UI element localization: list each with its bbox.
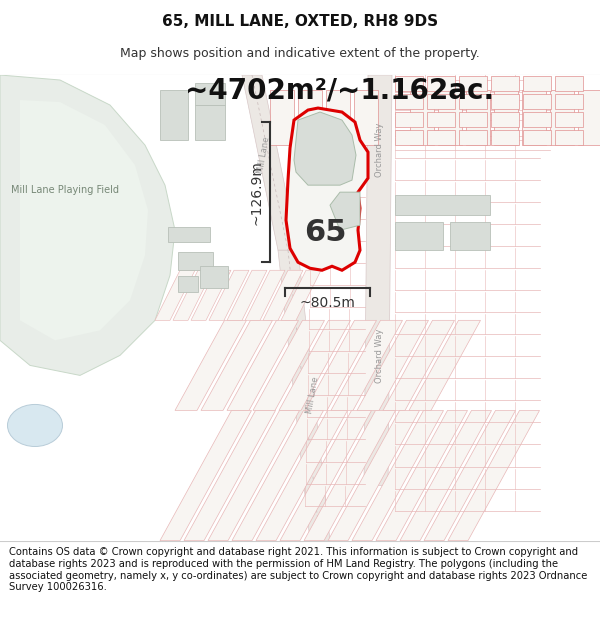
Polygon shape bbox=[173, 270, 213, 321]
Text: Mill Lane: Mill Lane bbox=[256, 136, 272, 174]
Polygon shape bbox=[364, 75, 392, 486]
Polygon shape bbox=[522, 90, 546, 145]
Polygon shape bbox=[357, 321, 428, 411]
Text: Contains OS data © Crown copyright and database right 2021. This information is : Contains OS data © Crown copyright and d… bbox=[9, 548, 587, 592]
Polygon shape bbox=[160, 90, 188, 140]
Polygon shape bbox=[160, 411, 251, 541]
Polygon shape bbox=[578, 90, 600, 145]
Polygon shape bbox=[208, 411, 299, 541]
Polygon shape bbox=[0, 75, 175, 376]
Polygon shape bbox=[281, 270, 321, 321]
Polygon shape bbox=[263, 270, 303, 321]
Polygon shape bbox=[491, 94, 519, 109]
Polygon shape bbox=[466, 90, 490, 145]
Polygon shape bbox=[280, 411, 371, 541]
Polygon shape bbox=[424, 411, 515, 541]
Polygon shape bbox=[245, 270, 285, 321]
Polygon shape bbox=[395, 94, 423, 109]
Polygon shape bbox=[304, 411, 395, 541]
Polygon shape bbox=[395, 222, 443, 250]
Polygon shape bbox=[227, 270, 267, 321]
Polygon shape bbox=[427, 76, 455, 91]
Polygon shape bbox=[168, 228, 210, 242]
Polygon shape bbox=[294, 112, 356, 185]
Polygon shape bbox=[20, 100, 148, 341]
Polygon shape bbox=[155, 270, 195, 321]
Polygon shape bbox=[491, 112, 519, 127]
Polygon shape bbox=[523, 112, 551, 127]
Text: Orchard Way: Orchard Way bbox=[376, 328, 385, 382]
Polygon shape bbox=[184, 411, 275, 541]
Polygon shape bbox=[450, 222, 490, 250]
Polygon shape bbox=[242, 75, 298, 250]
Polygon shape bbox=[395, 76, 423, 91]
Polygon shape bbox=[279, 321, 350, 411]
Polygon shape bbox=[328, 411, 419, 541]
Polygon shape bbox=[409, 321, 481, 411]
Polygon shape bbox=[395, 112, 423, 127]
Ellipse shape bbox=[7, 404, 62, 446]
Polygon shape bbox=[459, 94, 487, 109]
Polygon shape bbox=[383, 321, 455, 411]
Polygon shape bbox=[491, 76, 519, 91]
Polygon shape bbox=[326, 90, 350, 145]
Text: Mill Lane Playing Field: Mill Lane Playing Field bbox=[11, 185, 119, 195]
Polygon shape bbox=[555, 112, 583, 127]
Polygon shape bbox=[555, 130, 583, 145]
Polygon shape bbox=[410, 90, 434, 145]
Text: 65, MILL LANE, OXTED, RH8 9DS: 65, MILL LANE, OXTED, RH8 9DS bbox=[162, 14, 438, 29]
Text: 65: 65 bbox=[304, 217, 346, 247]
Polygon shape bbox=[427, 112, 455, 127]
Text: ~126.9m: ~126.9m bbox=[249, 160, 263, 224]
Text: Mill Lane: Mill Lane bbox=[305, 376, 320, 414]
Polygon shape bbox=[178, 276, 198, 292]
Polygon shape bbox=[459, 76, 487, 91]
Polygon shape bbox=[195, 83, 225, 105]
Polygon shape bbox=[523, 130, 551, 145]
Text: ~80.5m: ~80.5m bbox=[299, 296, 355, 310]
Polygon shape bbox=[395, 195, 490, 215]
Polygon shape bbox=[400, 411, 491, 541]
Polygon shape bbox=[270, 90, 294, 145]
Polygon shape bbox=[227, 321, 299, 411]
Polygon shape bbox=[175, 321, 247, 411]
Polygon shape bbox=[555, 76, 583, 91]
Polygon shape bbox=[298, 90, 322, 145]
Polygon shape bbox=[195, 105, 225, 140]
Polygon shape bbox=[330, 192, 360, 230]
Text: ~4702m²/~1.162ac.: ~4702m²/~1.162ac. bbox=[185, 76, 494, 104]
Polygon shape bbox=[278, 250, 330, 541]
Polygon shape bbox=[438, 90, 462, 145]
Polygon shape bbox=[523, 94, 551, 109]
Polygon shape bbox=[395, 130, 423, 145]
Polygon shape bbox=[354, 90, 378, 145]
Text: Map shows position and indicative extent of the property.: Map shows position and indicative extent… bbox=[120, 48, 480, 61]
Polygon shape bbox=[331, 321, 403, 411]
Polygon shape bbox=[494, 90, 518, 145]
Polygon shape bbox=[201, 321, 272, 411]
Polygon shape bbox=[555, 94, 583, 109]
Text: Orchard Way: Orchard Way bbox=[376, 123, 385, 177]
Polygon shape bbox=[253, 321, 325, 411]
Polygon shape bbox=[232, 411, 323, 541]
Polygon shape bbox=[256, 411, 347, 541]
Polygon shape bbox=[376, 411, 467, 541]
Polygon shape bbox=[448, 411, 539, 541]
Polygon shape bbox=[427, 130, 455, 145]
Polygon shape bbox=[459, 130, 487, 145]
Polygon shape bbox=[200, 266, 228, 288]
Polygon shape bbox=[209, 270, 249, 321]
Polygon shape bbox=[191, 270, 231, 321]
Polygon shape bbox=[459, 112, 487, 127]
Polygon shape bbox=[305, 321, 377, 411]
Polygon shape bbox=[427, 94, 455, 109]
Polygon shape bbox=[550, 90, 574, 145]
Polygon shape bbox=[178, 253, 213, 270]
Polygon shape bbox=[523, 76, 551, 91]
Polygon shape bbox=[286, 108, 368, 270]
Polygon shape bbox=[352, 411, 443, 541]
Polygon shape bbox=[491, 130, 519, 145]
